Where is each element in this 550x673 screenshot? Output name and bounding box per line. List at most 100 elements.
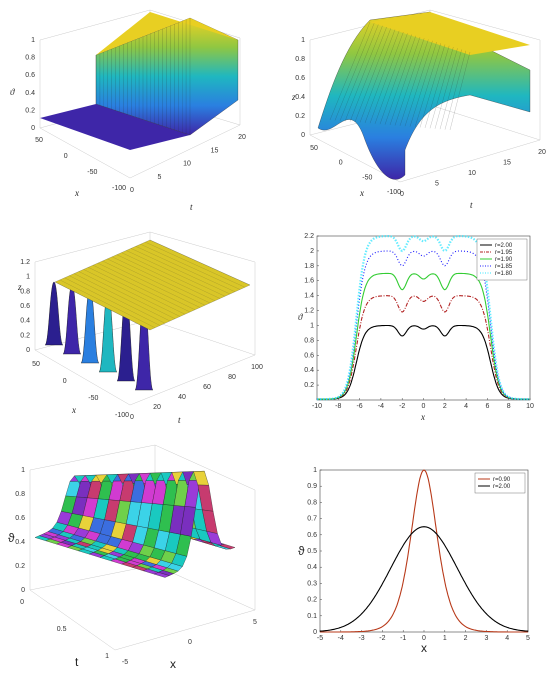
panel-3-tticks: 0 20 40 60 80 100: [130, 364, 263, 421]
z-tick-label: 1: [301, 37, 305, 44]
series-line: [319, 526, 529, 632]
y-tick-label: 1: [310, 322, 314, 329]
wave-peak: [44, 281, 64, 346]
panel-1-zticks: 0 0.2 0.4 0.6 0.8 1: [25, 37, 35, 132]
x-tick-label: -5: [317, 635, 323, 642]
series-line: [317, 324, 530, 400]
x-tick-label: -100: [115, 412, 129, 419]
mesh-line: [59, 279, 156, 328]
x-tick-label: 50: [310, 145, 318, 152]
y-tick-label: 1.2: [304, 308, 314, 315]
mesh-line: [359, 29, 396, 123]
legend-label: r=2.00: [493, 484, 511, 490]
z-tick-label: 0.4: [295, 94, 305, 101]
panel-4-ticks: -10 -8 -6 -4 -2 0 2 4 6 8 10 0.2 0.4 0.6 0.8 1 1.2 1.4 1.6…: [304, 233, 534, 410]
y-tick-label: 1.4: [304, 293, 314, 300]
mesh-line: [444, 50, 466, 130]
y-tick-label: 1.6: [304, 278, 314, 285]
series-line: [317, 272, 530, 400]
x-tick-label: -50: [87, 169, 97, 176]
mesh-line: [414, 43, 441, 128]
t-tick-label: 20: [153, 404, 161, 411]
z-tick-label: 0: [21, 587, 25, 594]
mesh-line: [97, 263, 196, 310]
t-tick-label: 5: [158, 174, 162, 181]
mesh-line: [149, 239, 251, 286]
x-tick-label: -100: [387, 189, 401, 196]
panel-3-zticks: 0 0.2 0.4 0.6 0.8 1 1.2: [20, 259, 30, 354]
x-tick-label: 6: [485, 403, 489, 410]
z-tick-label: 0.6: [20, 303, 30, 310]
x-tick-label: -50: [88, 395, 98, 402]
mesh-line: [384, 35, 416, 125]
t-tick-label: 15: [503, 160, 511, 167]
x-tick-label: -1: [400, 635, 406, 642]
mesh-line: [349, 26, 387, 122]
panel-2-zlabel: z: [291, 92, 296, 102]
x-tick-label: -2: [399, 403, 405, 410]
mesh-line: [83, 269, 181, 317]
panel-3-top: [54, 239, 251, 331]
mesh-line: [409, 41, 437, 127]
mesh-line: [116, 254, 216, 301]
x-tick-label: 2: [464, 635, 468, 642]
x-tick-label: 10: [526, 403, 534, 410]
series-line: [317, 235, 530, 401]
panel-2-xlabel: x: [359, 188, 364, 198]
z-tick-label: 0: [31, 125, 35, 132]
wave-peak: [62, 284, 82, 355]
panel-5-tlabel: t: [75, 655, 79, 669]
mesh-line: [111, 256, 211, 304]
panel-3-surface: [44, 281, 154, 391]
t-tick-label: 10: [468, 170, 476, 177]
panel-3-tlabel: t: [178, 415, 181, 425]
z-tick-label: 0.2: [25, 107, 35, 114]
panel-1-zlabel: ϑ: [10, 87, 15, 97]
series-line: [317, 295, 530, 400]
z-tick-label: 1: [31, 37, 35, 44]
panel-5-zticks: 0 0.2 0.4 0.6 0.8 1: [15, 467, 25, 594]
panel-6-ticks: -5 -4 -3 -2 -1 0 1 2 3 4 5 0 0.1 0.2 0.3 0.4 0.5 0.6 0.7 0.…: [307, 467, 530, 642]
mesh-line: [78, 271, 176, 319]
mesh-line: [329, 21, 371, 121]
y-tick-label: 1: [313, 467, 317, 474]
x-tick-label: 0: [422, 635, 426, 642]
z-tick-label: 0.6: [295, 75, 305, 82]
panel-6: -5 -4 -3 -2 -1 0 1 2 3 4 5 0 0.1 0.2 0.3 0.4 0.5 0.6 0.7 0.…: [298, 467, 530, 655]
y-tick-label: 0.1: [307, 613, 317, 620]
panel-3-zlabel: z: [17, 282, 22, 292]
x-tick-label: 50: [35, 137, 43, 144]
y-tick-label: 0.7: [307, 516, 317, 523]
panel-5-tticks: 00.51: [20, 599, 109, 660]
t-tick-label: 0: [130, 414, 134, 421]
x-tick-label: 0: [64, 153, 68, 160]
x-tick-label: -3: [358, 635, 364, 642]
x-tick-label: 1: [443, 635, 447, 642]
z-tick-label: 0.8: [25, 55, 35, 62]
legend-label: r=1.85: [495, 264, 513, 270]
panel-3-xticks: 50 0 -50 -100: [32, 361, 129, 419]
mesh-line: [107, 258, 206, 306]
mesh-line: [434, 48, 458, 129]
z-tick-label: 0.4: [20, 318, 30, 325]
panel-5-zlabel: ϑ: [8, 531, 15, 545]
legend-label: r=1.90: [495, 257, 513, 263]
mesh-line: [64, 277, 161, 326]
panel-2-zticks: 0 0.2 0.4 0.6 0.8 1: [295, 37, 305, 139]
t-tick-label: 80: [228, 374, 236, 381]
panel-4-legend: r=2.00r=1.95r=1.90r=1.85r=1.80: [476, 238, 528, 281]
mesh-line: [121, 252, 221, 299]
x-tick-label: -50: [362, 174, 372, 181]
series-line: [320, 469, 528, 633]
z-tick-label: 0.8: [20, 288, 30, 295]
t-tick-label: 15: [211, 147, 219, 154]
panel-2-mesh: [329, 21, 471, 131]
panel-1-xlabel: x: [74, 188, 79, 198]
x-tick-label: 8: [507, 403, 511, 410]
mesh-line: [429, 46, 454, 129]
legend-label: r=0.90: [493, 477, 511, 483]
mesh-line: [73, 273, 171, 322]
y-tick-label: 0.5: [307, 548, 317, 555]
x-tick-label: 0: [339, 160, 343, 167]
